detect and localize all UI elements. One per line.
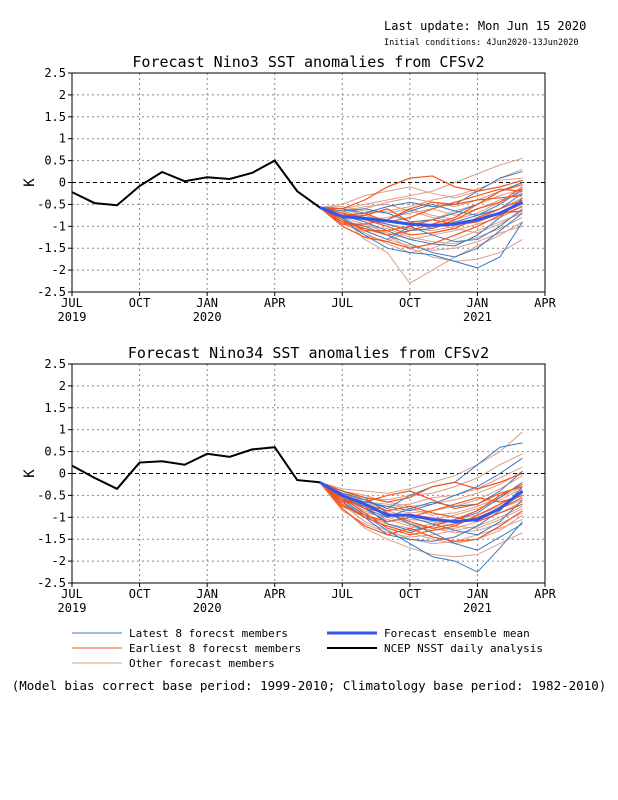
ensemble-mean-line <box>319 200 524 227</box>
latest-member-line <box>319 481 523 573</box>
y-tick-label: 2.5 <box>44 357 66 371</box>
y-tick-label: -2.5 <box>37 285 66 299</box>
chart-title: Forecast Nino34 SST anomalies from CFSv2 <box>128 344 489 362</box>
y-tick-label: -1.5 <box>37 532 66 546</box>
y-tick-label: 2 <box>59 88 66 102</box>
x-tick-year-label: 2020 <box>193 310 222 324</box>
latest-member-line <box>319 193 523 221</box>
y-tick-label: -1.5 <box>37 241 66 255</box>
other-member-line <box>319 481 523 558</box>
y-tick-label: 0 <box>59 467 66 481</box>
x-tick-label: JAN <box>467 296 489 310</box>
last-update-text: Last update: Mon Jun 15 2020 <box>384 19 586 33</box>
y-tick-label: 0.5 <box>44 154 66 168</box>
x-tick-label: JAN <box>196 587 218 601</box>
x-tick-label: JUL <box>331 587 353 601</box>
latest-member-line <box>319 207 523 269</box>
legend-label: Latest 8 forecst members <box>129 627 288 640</box>
latest-member-line <box>319 171 523 214</box>
x-tick-year-label: 2021 <box>463 310 492 324</box>
legend-label: Forecast ensemble mean <box>384 627 530 640</box>
other-member-line <box>319 188 523 225</box>
x-tick-year-label: 2019 <box>58 310 87 324</box>
y-tick-label: -2 <box>52 554 66 568</box>
other-member-line <box>319 481 523 534</box>
x-tick-label: APR <box>264 296 286 310</box>
x-tick-label: OCT <box>129 296 151 310</box>
y-tick-label: -0.5 <box>37 488 66 502</box>
x-tick-label: JAN <box>467 587 489 601</box>
x-tick-label: APR <box>534 587 556 601</box>
x-tick-label: JUL <box>61 296 83 310</box>
initial-conditions-text: Initial conditions: 4Jun2020-13Jun2020 <box>384 38 578 48</box>
x-tick-label: OCT <box>399 296 421 310</box>
ensemble-mean-line <box>319 480 524 524</box>
earliest-member-line <box>319 481 523 536</box>
latest-member-line <box>319 481 523 542</box>
y-tick-label: 0 <box>59 176 66 190</box>
y-tick-label: 1 <box>59 423 66 437</box>
earliest-member-line <box>319 481 523 523</box>
y-tick-label: 1.5 <box>44 110 66 124</box>
other-member-line <box>319 431 523 494</box>
y-tick-label: 2 <box>59 379 66 393</box>
y-tick-label: 0.5 <box>44 445 66 459</box>
legend: Latest 8 forecst members Earliest 8 forec… <box>72 627 543 670</box>
legend-label: Other forecast members <box>129 657 275 670</box>
latest-member-line <box>319 442 523 510</box>
y-axis-label: K <box>22 469 38 478</box>
y-tick-label: -2.5 <box>37 576 66 590</box>
x-tick-label: JAN <box>196 296 218 310</box>
earliest-member-line <box>319 472 523 503</box>
y-tick-label: -0.5 <box>37 197 66 211</box>
y-tick-label: 2.5 <box>44 66 66 80</box>
x-tick-label: OCT <box>129 587 151 601</box>
y-axis-label: K <box>22 178 38 187</box>
earliest-member-line <box>319 195 523 225</box>
legend-label: Earliest 8 forecst members <box>129 642 301 655</box>
y-tick-label: -1 <box>52 510 66 524</box>
x-tick-label: APR <box>264 587 286 601</box>
legend-label: NCEP NSST daily analysis <box>384 642 543 655</box>
other-member-line <box>319 197 523 223</box>
x-tick-label: JUL <box>331 296 353 310</box>
footnote: (Model bias correct base period: 1999-20… <box>12 678 607 693</box>
y-tick-label: 1.5 <box>44 401 66 415</box>
x-tick-year-label: 2019 <box>58 601 87 615</box>
x-tick-year-label: 2021 <box>463 601 492 615</box>
nino34-panel: Forecast Nino34 SST anomalies from CFSv2… <box>22 344 557 615</box>
plot-frame <box>71 72 546 293</box>
y-tick-label: 1 <box>59 132 66 146</box>
x-tick-label: JUL <box>61 587 83 601</box>
other-member-line <box>319 157 523 210</box>
earliest-member-line <box>319 175 523 210</box>
earliest-member-line <box>319 188 523 223</box>
nino3-panel: Forecast Nino3 SST anomalies from CFSv2 2… <box>22 53 557 324</box>
analysis-line <box>71 446 320 491</box>
x-tick-label: APR <box>534 296 556 310</box>
x-tick-year-label: 2020 <box>193 601 222 615</box>
x-tick-label: OCT <box>399 587 421 601</box>
analysis-line <box>71 159 321 209</box>
earliest-member-line <box>319 481 523 523</box>
y-tick-label: -1 <box>52 219 66 233</box>
y-tick-label: -2 <box>52 263 66 277</box>
other-member-line <box>319 481 523 545</box>
earliest-member-line <box>319 206 523 249</box>
chart-title: Forecast Nino3 SST anomalies from CFSv2 <box>132 53 484 71</box>
plot-frame <box>71 363 546 584</box>
